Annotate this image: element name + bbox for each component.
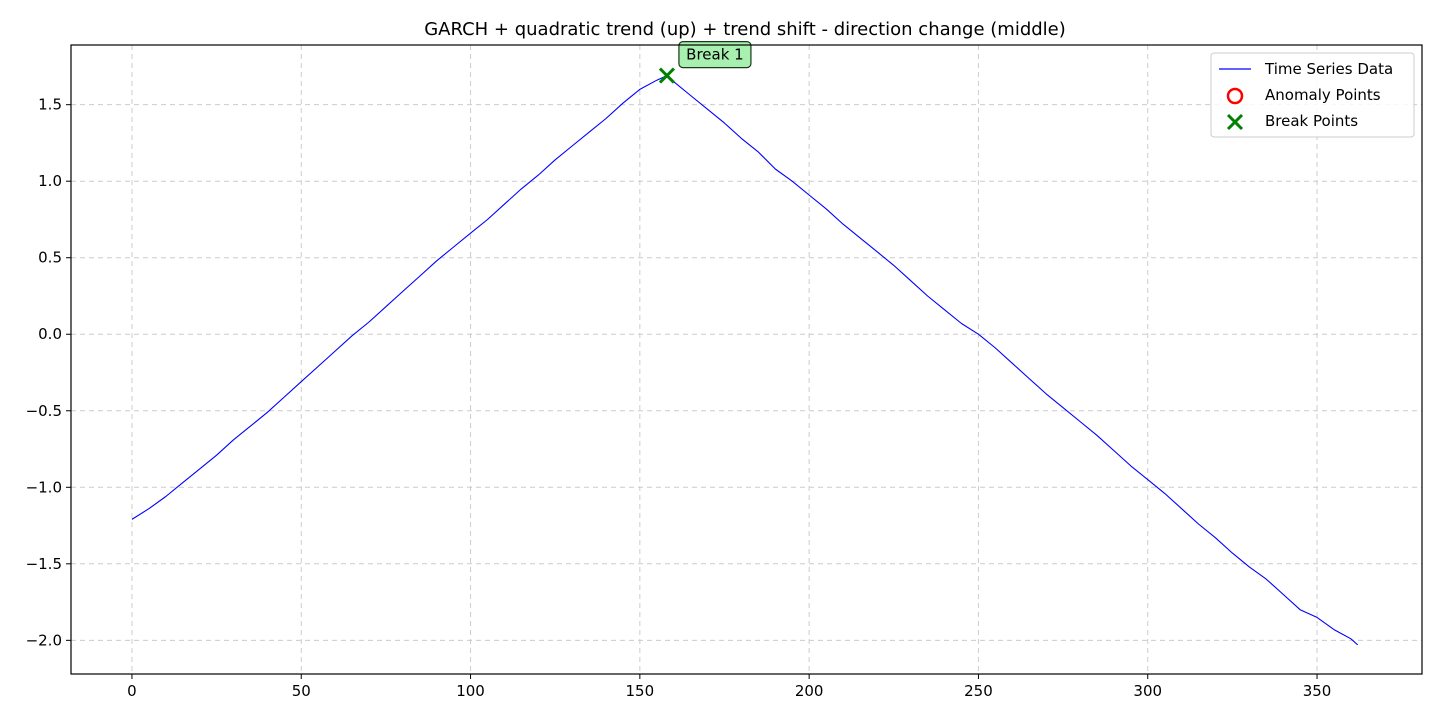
y-tick-label: 1.0 (38, 172, 62, 190)
break-annotation-box (678, 41, 752, 69)
break-annotation-label: Break 1 (686, 46, 744, 64)
legend-circle-swatch (1226, 87, 1244, 105)
legend-label-break: Break Points (1265, 112, 1358, 130)
x-tick-label: 0 (127, 682, 137, 700)
break-point-marker (658, 67, 675, 84)
y-tick-label: −1.0 (26, 478, 62, 496)
legend-box (1210, 52, 1415, 138)
x-tick-label: 100 (456, 682, 485, 700)
series-layer (131, 75, 1359, 646)
legend-label-time-series: Time Series Data (1264, 60, 1393, 78)
x-tick-label: 300 (1133, 682, 1162, 700)
legend-label-anomaly: Anomaly Points (1265, 86, 1381, 104)
break-layer: Break 1 (658, 41, 752, 84)
x-tick-label: 150 (626, 682, 655, 700)
legend: Time Series Data Anomaly Points Break Po… (1210, 52, 1415, 138)
x-axis-ticks: 0 50 100 150 200 250 300 350 (127, 674, 1331, 700)
x-tick-label: 50 (292, 682, 311, 700)
y-tick-label: 1.5 (38, 96, 62, 114)
chart-title: GARCH + quadratic trend (up) + trend shi… (424, 19, 1066, 40)
y-tick-label: −1.5 (26, 555, 62, 573)
y-tick-label: −2.0 (26, 631, 62, 649)
y-axis-ticks: −2.0 −1.5 −1.0 −0.5 0.0 0.5 1.0 1.5 (26, 96, 71, 649)
x-tick-label: 250 (964, 682, 993, 700)
y-tick-label: 0.5 (38, 249, 62, 267)
series-line-time-series (131, 75, 1359, 646)
x-tick-label: 350 (1303, 682, 1332, 700)
x-tick-label: 200 (795, 682, 824, 700)
y-tick-label: −0.5 (26, 402, 62, 420)
legend-x-swatch (1226, 113, 1244, 131)
y-tick-label: 0.0 (38, 325, 62, 343)
grid-layer (71, 45, 1422, 674)
plot-frame (70, 44, 1423, 675)
